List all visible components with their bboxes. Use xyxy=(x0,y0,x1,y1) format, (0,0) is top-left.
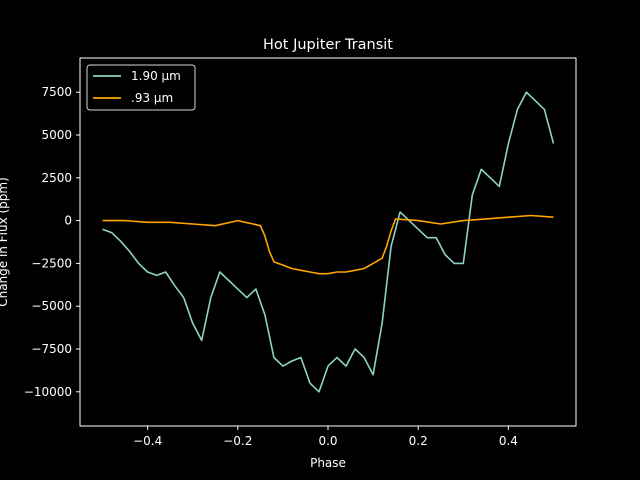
legend-label-1: 1.90 µm xyxy=(131,69,181,83)
x-tick-label: 0.0 xyxy=(318,434,337,448)
legend: 1.90 µm .93 µm xyxy=(86,64,196,111)
y-tick-label: 2500 xyxy=(41,171,72,185)
x-tick-label: 0.4 xyxy=(499,434,518,448)
legend-label-2: .93 µm xyxy=(131,91,173,105)
y-tick-label: −7500 xyxy=(31,342,72,356)
y-tick-label: 7500 xyxy=(41,85,72,99)
x-tick-label: 0.2 xyxy=(409,434,428,448)
x-tick-label: −0.4 xyxy=(133,434,162,448)
series-line-2 xyxy=(102,214,554,275)
y-tick-label: −5000 xyxy=(31,299,72,313)
x-axis-label: Phase xyxy=(310,456,346,470)
y-tick-label: −10000 xyxy=(24,385,72,399)
chart-title: Hot Jupiter Transit xyxy=(263,37,393,53)
y-tick-label: −2500 xyxy=(31,256,72,270)
series-line-1 xyxy=(102,91,555,393)
y-tick-label: 0 xyxy=(64,214,72,228)
y-axis-label: Change in Flux (ppm) xyxy=(0,177,10,307)
y-tick-label: 5000 xyxy=(41,128,72,142)
x-tick-label: −0.2 xyxy=(223,434,252,448)
